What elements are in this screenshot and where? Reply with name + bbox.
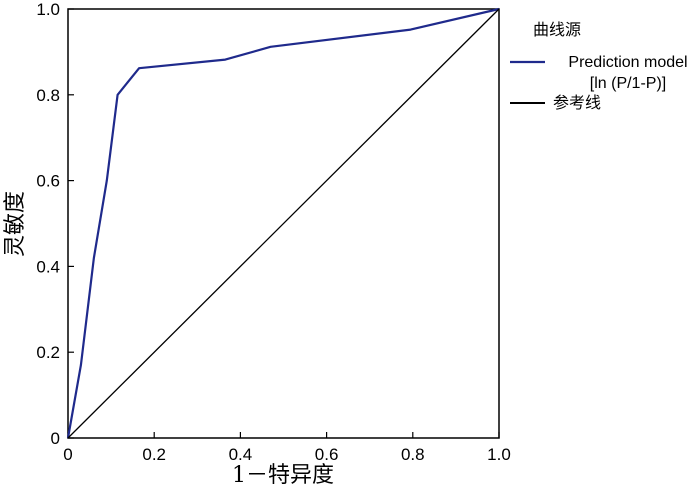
y-tick-label: 0.6 — [36, 172, 60, 191]
y-tick-label: 0.2 — [36, 343, 60, 362]
plot-frame — [67, 8, 500, 439]
legend-label: 参考线 — [553, 94, 601, 112]
x-tick-label: 0.8 — [401, 445, 425, 464]
reference-line — [67, 8, 500, 439]
x-tick-label: 1.0 — [487, 445, 511, 464]
x-axis-title: 1－特异度 — [232, 463, 334, 488]
series-lines — [66, 7, 500, 439]
x-tick-label: 0.4 — [229, 445, 253, 464]
x-tick-label: 0 — [63, 445, 72, 464]
y-tick-label: 0 — [51, 429, 60, 448]
y-tick-label: 0.4 — [36, 257, 60, 276]
legend-title: 曲线源 — [533, 21, 581, 39]
legend-label: Prediction model — [568, 54, 687, 71]
y-tick-label: 1.0 — [36, 0, 60, 19]
y-axis-title: 灵敏度 — [3, 191, 28, 257]
legend-label: [ln (P/1-P)] — [590, 75, 666, 92]
y-axis-ticks: 0 0.2 0.4 0.6 0.8 1.0 — [36, 0, 74, 448]
x-tick-label: 0.2 — [142, 445, 166, 464]
y-tick-label: 0.8 — [36, 86, 60, 105]
legend: 曲线源 Prediction model [ln (P/1-P)] 参考线 — [510, 21, 688, 112]
x-tick-label: 0.6 — [315, 445, 339, 464]
x-axis-ticks: 0 0.2 0.4 0.6 0.8 1.0 — [63, 432, 511, 464]
prediction-model-line — [66, 7, 500, 439]
